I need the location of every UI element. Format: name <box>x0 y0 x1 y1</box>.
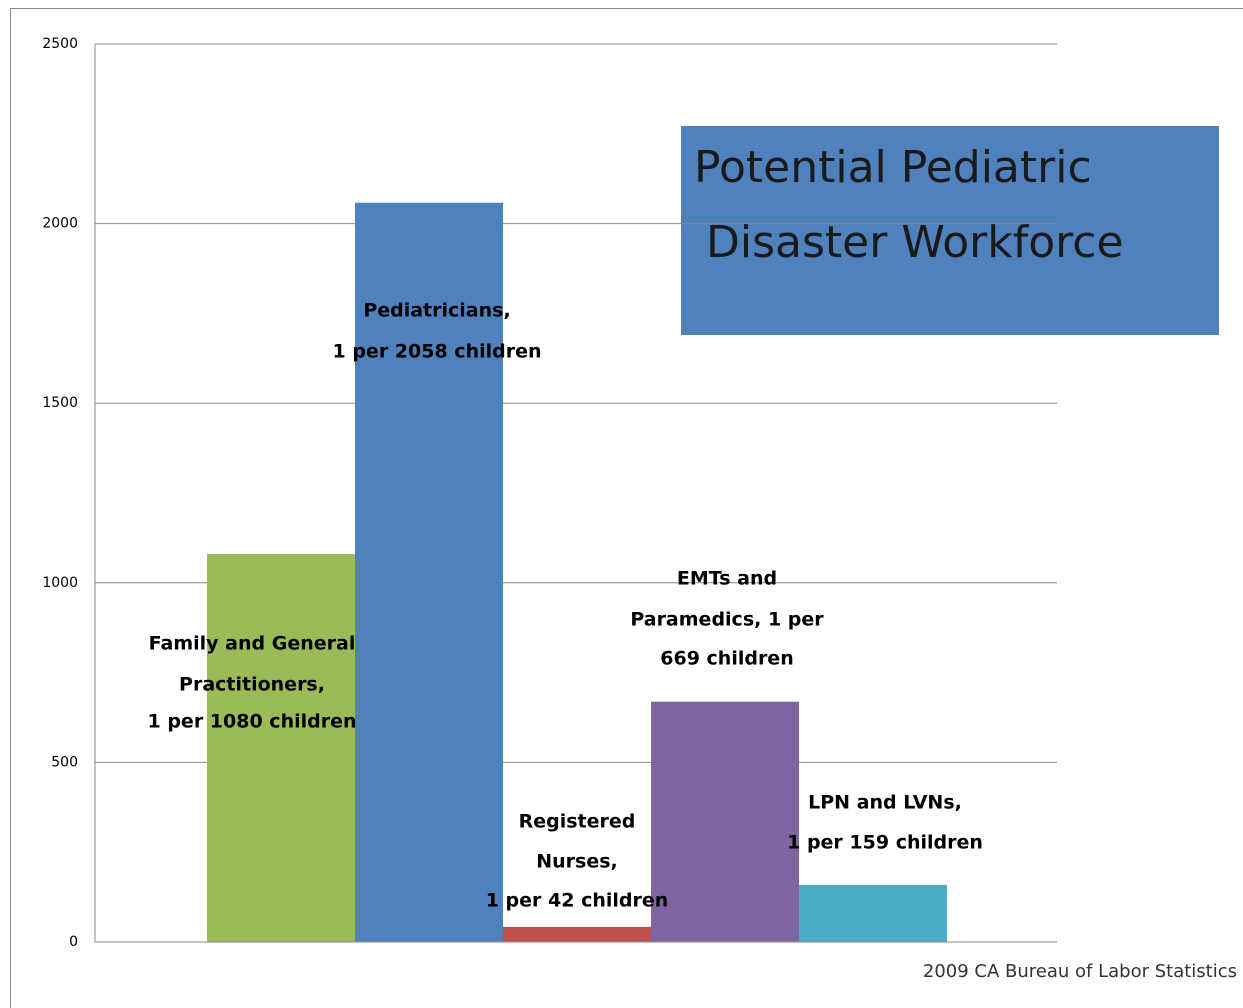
data-label: Practitioners, <box>179 674 325 696</box>
data-label: 1 per 2058 children <box>333 341 542 363</box>
data-label: EMTs and <box>677 568 777 590</box>
chart-title: Potential Pediatric <box>694 142 1092 193</box>
title-box <box>681 126 1219 335</box>
y-tick-label: 0 <box>69 934 78 950</box>
data-label: Registered <box>519 811 636 833</box>
data-label: LPN and LVNs, <box>808 792 962 814</box>
bar <box>503 926 651 942</box>
bar <box>799 884 947 942</box>
data-label: 1 per 42 children <box>486 890 669 912</box>
y-tick-label: 1000 <box>42 575 78 591</box>
data-label: Paramedics, 1 per <box>630 609 824 631</box>
chart-border <box>10 8 1243 1008</box>
data-label: 1 per 1080 children <box>148 711 357 733</box>
bar <box>207 554 355 942</box>
data-label: Pediatricians, <box>363 300 510 322</box>
y-tick-label: 2000 <box>42 216 78 232</box>
data-label: 1 per 159 children <box>787 832 983 854</box>
y-tick-label: 500 <box>51 754 78 770</box>
data-label: Family and General <box>149 633 356 655</box>
bar <box>355 202 503 942</box>
data-label: 669 children <box>660 648 793 670</box>
data-label: Nurses, <box>536 851 618 873</box>
y-tick-label: 2500 <box>42 36 78 52</box>
chart-title: Disaster Workforce <box>706 217 1124 268</box>
source-note: 2009 CA Bureau of Labor Statistics <box>923 961 1237 982</box>
bar <box>651 701 799 942</box>
y-tick-label: 1500 <box>42 395 78 411</box>
